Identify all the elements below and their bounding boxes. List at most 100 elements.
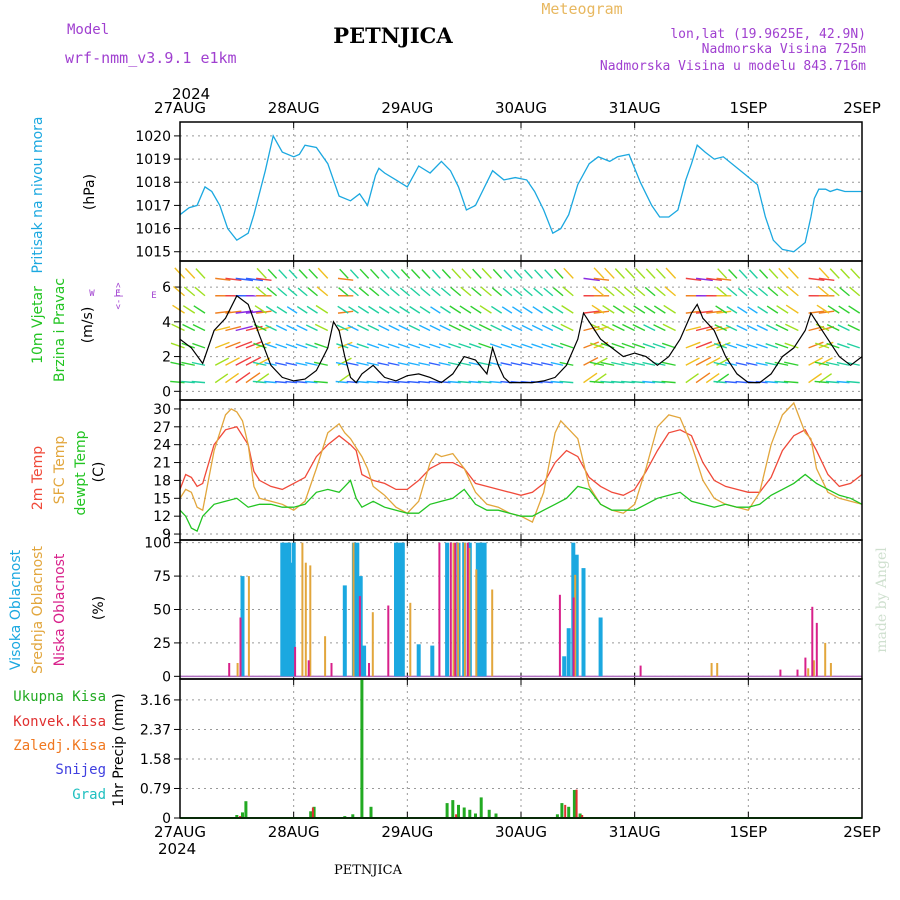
wind-arrow <box>356 361 369 366</box>
cloud-high-bar <box>342 585 347 677</box>
wind-arrow <box>661 380 676 384</box>
wind-arrow <box>653 324 666 332</box>
wind-arrow <box>304 380 318 384</box>
wind-arrow <box>840 268 851 279</box>
wind-arrow <box>612 305 625 314</box>
cloud-high-bar <box>475 542 480 677</box>
cloud-low-bar <box>639 665 642 677</box>
cloud-high-bar <box>416 644 421 677</box>
cloud-panel: 0 25 50 75 100 <box>144 536 863 685</box>
wind-arrow <box>559 342 574 349</box>
wind-arrow <box>727 287 738 297</box>
pressure-unit: (hPa) <box>82 174 98 210</box>
cloud-low-bar <box>466 542 469 677</box>
precip-ukupna-bar <box>474 813 477 818</box>
wind-arrow <box>808 341 824 349</box>
wind-arrow <box>550 380 564 384</box>
wind-arrow <box>553 268 564 279</box>
cloud-high-bar <box>581 568 586 677</box>
wind-arrow <box>418 362 431 366</box>
wind-arrow <box>848 305 861 314</box>
wind-arrow <box>337 373 351 384</box>
wind-arrow <box>543 287 554 297</box>
wind-arrow <box>846 380 860 384</box>
wind-arrow <box>756 343 768 349</box>
pressure-title: Pritisak na nivou mora <box>30 116 46 273</box>
wind-arrow <box>450 286 462 297</box>
wind-arrow <box>235 372 251 384</box>
cloud-mid-bar <box>710 663 713 677</box>
wind-arrow <box>603 286 615 297</box>
precip-konvek-bar <box>575 789 578 818</box>
wind-arrow <box>521 343 533 349</box>
wind-arrow <box>583 277 600 282</box>
model-altitude-text: Nadmorska Visina u modelu 843.716m <box>600 59 866 74</box>
wind-arrow <box>277 287 288 297</box>
wind-arrow <box>600 380 615 384</box>
precip-ytick-label: 0.79 <box>140 781 171 797</box>
wind-arrow <box>559 380 574 384</box>
legend-zaledj: Zaledj.Kisa <box>13 738 106 754</box>
model-label: Model <box>67 22 109 38</box>
wind-arrow <box>192 342 206 349</box>
cloud-high-bar <box>479 542 484 677</box>
precip-konvek-bar <box>564 804 567 818</box>
cloud-low-bar <box>438 542 441 677</box>
cloud-mid-bar <box>574 574 577 677</box>
wind-arrow <box>349 269 359 279</box>
wind-arrow <box>397 362 410 366</box>
cloud-low-bar <box>307 660 310 677</box>
footer-station: PETNJICA <box>334 863 403 878</box>
wind-arrow <box>717 268 728 279</box>
cloud-high-bar <box>289 562 294 677</box>
wind-arrow <box>440 287 451 297</box>
legend-konvek: Konvek.Kisa <box>13 714 106 730</box>
cloud-ytick-label: 100 <box>144 536 171 552</box>
wind-arrow <box>295 380 308 384</box>
wind-arrow <box>642 343 656 349</box>
wind-arrow <box>563 267 574 279</box>
cloud-high-bar <box>394 542 398 677</box>
wind-arrow <box>182 323 196 332</box>
wind-arrow <box>705 373 720 384</box>
wind-arrow <box>286 324 298 332</box>
cloud-mid-bar <box>236 663 239 677</box>
wind-arrow <box>276 306 288 314</box>
cloud-high-bar <box>430 645 435 677</box>
wind-arrow <box>192 323 206 332</box>
wind-arrow <box>632 323 646 332</box>
wind-arrow <box>438 362 451 366</box>
wind-arrow <box>665 267 677 279</box>
x-tick-label-bottom: 1SEP <box>730 823 768 841</box>
compass-ns-label: <-|-> <box>114 282 124 310</box>
cloud-high-bar <box>362 645 367 677</box>
cloud-mid-bar <box>491 589 494 677</box>
cloud-title-3: Niska Oblacnost <box>52 553 68 666</box>
wind-arrow <box>503 269 513 279</box>
cloud-low-bar <box>294 646 297 677</box>
wind-arrow <box>398 324 410 332</box>
wind-arrow <box>818 277 835 281</box>
wind-arrow <box>316 286 329 297</box>
wind-arrow <box>500 343 513 349</box>
wind-arrow <box>776 305 789 314</box>
precip-unit: 1hr Precip (mm) <box>111 693 127 806</box>
wind-arrow <box>738 269 748 279</box>
wind-arrow <box>531 324 543 332</box>
wind-arrow <box>766 305 779 314</box>
precip-frame <box>179 678 863 819</box>
wind-arrow <box>191 380 206 384</box>
wind-arrow <box>550 343 564 349</box>
precip-ytick-label: 1.58 <box>140 752 171 768</box>
wind-arrow <box>716 341 731 349</box>
precip-ukupna-bar <box>494 813 498 818</box>
cloud-high-bar <box>566 628 571 677</box>
wind-arrow <box>264 380 277 384</box>
wind-arrow <box>390 269 400 279</box>
wind-arrow <box>225 357 240 366</box>
wind-arrow <box>642 361 656 366</box>
wind-arrow <box>458 342 472 349</box>
wind-arrow <box>591 304 605 314</box>
wind-arrow <box>623 286 636 297</box>
pressure-ytick-label: 1018 <box>135 175 171 191</box>
